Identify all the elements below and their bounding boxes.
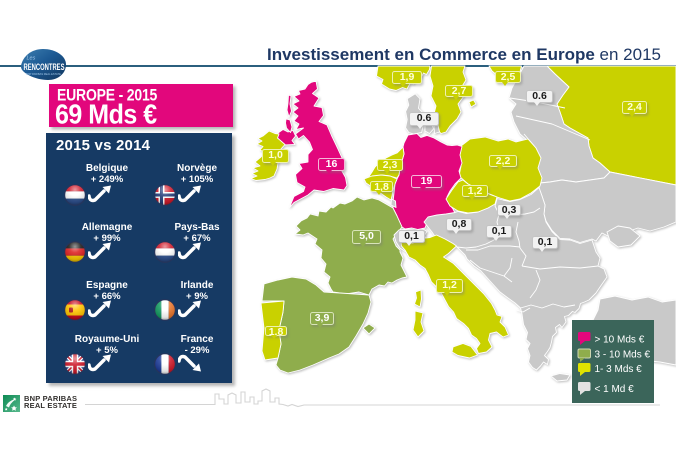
svg-text:3 - 10 Mds €: 3 - 10 Mds € <box>595 350 651 361</box>
svg-text:1- 3 Mds €: 1- 3 Mds € <box>595 364 643 375</box>
svg-text:RENCONTRES: RENCONTRES <box>24 62 65 72</box>
svg-text:Les: Les <box>27 56 36 62</box>
svg-text:> 10 Mds €: > 10 Mds € <box>595 335 645 346</box>
svg-text:BNP PARIBAS REAL ESTATE: BNP PARIBAS REAL ESTATE <box>26 72 61 76</box>
svg-text:< 1 Md €: < 1 Md € <box>595 384 635 395</box>
